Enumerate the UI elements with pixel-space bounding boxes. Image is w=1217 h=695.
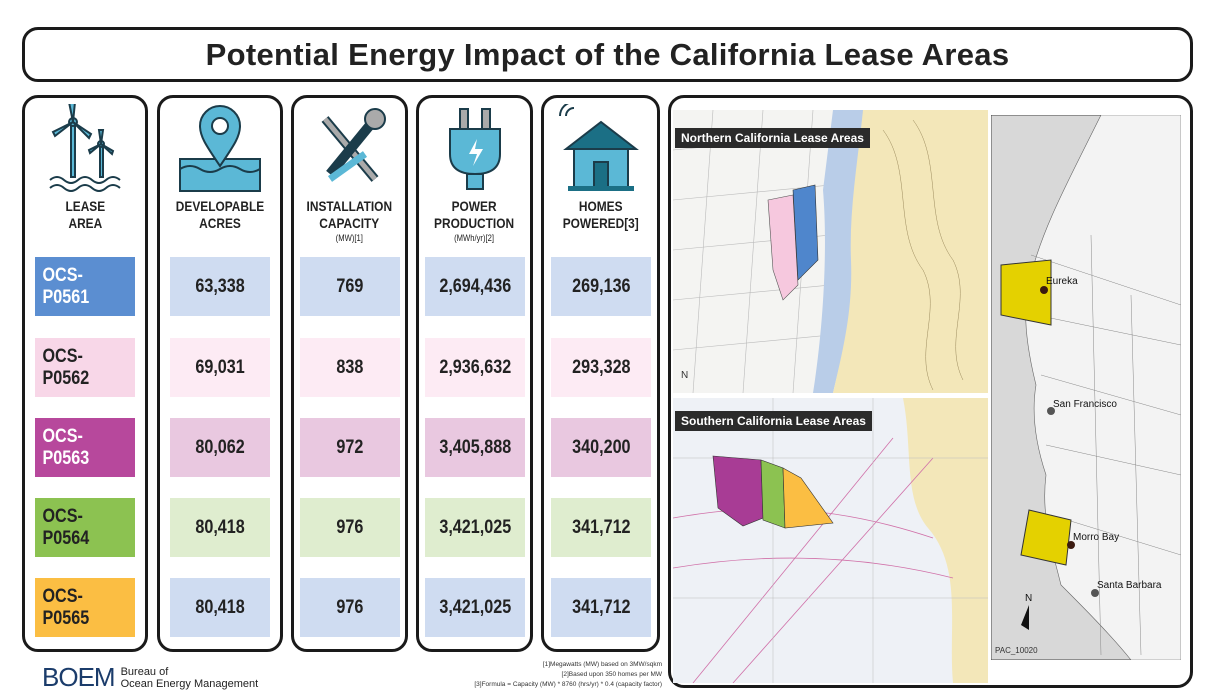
homes-cell: 341,712 <box>551 578 651 637</box>
lease-area-cell: OCS-P0563 <box>35 418 135 477</box>
cell-value: 341,712 <box>571 596 631 618</box>
logo-line: Bureau of <box>120 665 169 678</box>
cell-value: 3,405,888 <box>439 436 511 458</box>
header-line: AREA <box>68 215 102 231</box>
city-label: San Francisco <box>1053 399 1117 410</box>
northern-inset-label: Northern California Lease Areas <box>675 128 870 148</box>
cell-value: OCS-P0565 <box>42 585 90 629</box>
northern-inset-map: N <box>673 110 988 393</box>
production-cell: 2,694,436 <box>425 257 525 316</box>
north-arrow-label: N <box>1025 593 1032 604</box>
wind-turbine-icon <box>25 98 145 198</box>
lease-area-cell: OCS-P0562 <box>35 338 135 397</box>
cell-value: OCS-P0564 <box>42 505 90 549</box>
smart-home-icon <box>544 98 657 198</box>
column-header: POWER PRODUCTION (MWh/yr)[2] <box>434 198 514 258</box>
north-arrow-icon <box>1021 605 1029 630</box>
cell-value: 69,031 <box>195 356 245 378</box>
column-header: LEASE AREA <box>65 198 105 258</box>
cell-value: 293,328 <box>571 356 631 378</box>
lease-area-cell: OCS-P0561 <box>35 257 135 316</box>
cell-value: 80,418 <box>195 596 245 618</box>
cell-value: 3,421,025 <box>439 516 511 538</box>
cell-value: 2,694,436 <box>439 275 511 297</box>
footnote: [1]Megawatts (MW) based on 3MW/sqkm <box>542 661 662 668</box>
city-label: Morro Bay <box>1073 532 1119 543</box>
cell-value: OCS-P0561 <box>42 264 90 308</box>
footnote: [2]Based upon 350 homes per MW <box>561 671 662 678</box>
capacity-cell: 976 <box>300 498 400 557</box>
acres-cell: 80,418 <box>170 498 270 557</box>
cell-value: 976 <box>336 516 364 538</box>
header-line: LEASE <box>65 198 105 214</box>
lease-area-cell: OCS-P0565 <box>35 578 135 637</box>
southern-inset-map <box>673 398 988 683</box>
boem-logo: BOEM Bureau of Ocean Energy Management <box>42 662 258 693</box>
cell-value: 80,062 <box>195 436 245 458</box>
acres-cell: 80,062 <box>170 418 270 477</box>
page-title: Potential Energy Impact of the Californi… <box>22 27 1193 82</box>
capacity-cell: 976 <box>300 578 400 637</box>
homes-cell: 341,712 <box>551 498 651 557</box>
capacity-cell: 769 <box>300 257 400 316</box>
homes-cell: 340,200 <box>551 418 651 477</box>
cell-value: 63,338 <box>195 275 245 297</box>
footnotes: [1]Megawatts (MW) based on 3MW/sqkm [2]B… <box>474 660 662 690</box>
location-water-icon <box>160 98 280 198</box>
header-line: POWER <box>452 198 497 214</box>
city-label: Eureka <box>1046 276 1078 287</box>
production-cell: 3,405,888 <box>425 418 525 477</box>
cell-value: 976 <box>336 596 364 618</box>
header-line: PRODUCTION <box>434 215 515 231</box>
production-cell: 3,421,025 <box>425 578 525 637</box>
acres-cell: 69,031 <box>170 338 270 397</box>
cell-value: 972 <box>336 436 364 458</box>
column-header: HOMES POWERED[3] <box>562 198 638 258</box>
header-unit: (MWh/yr)[2] <box>454 233 495 243</box>
cell-value: OCS-P0563 <box>42 425 90 469</box>
acres-cell: 63,338 <box>170 257 270 316</box>
lease-area-cell: OCS-P0564 <box>35 498 135 557</box>
header-line: INSTALLATION <box>306 198 393 214</box>
tools-icon <box>294 98 405 198</box>
southern-inset-label: Southern California Lease Areas <box>675 411 872 431</box>
header-line: POWERED[3] <box>562 215 639 231</box>
column-header: INSTALLATION CAPACITY (MW)[1] <box>307 198 392 258</box>
cell-value: 769 <box>336 275 364 297</box>
cell-value: 2,936,632 <box>439 356 511 378</box>
logo-line: Ocean Energy Management <box>120 677 259 690</box>
california-overview-map: Eureka San Francisco Morro Bay Santa Bar… <box>991 115 1181 660</box>
homes-cell: 293,328 <box>551 338 651 397</box>
cell-value: 269,136 <box>571 275 631 297</box>
acres-cell: 80,418 <box>170 578 270 637</box>
cell-value: 341,712 <box>571 516 631 538</box>
north-arrow: N <box>681 370 688 381</box>
capacity-cell: 838 <box>300 338 400 397</box>
cell-value: 3,421,025 <box>439 596 511 618</box>
map-panel: N Northern California Lease Areas Southe… <box>668 95 1193 688</box>
cell-value: 80,418 <box>195 516 245 538</box>
header-line: DEVELOPABLE <box>175 198 265 214</box>
production-cell: 3,421,025 <box>425 498 525 557</box>
cell-value: OCS-P0562 <box>42 345 90 389</box>
homes-cell: 269,136 <box>551 257 651 316</box>
footnote: [3]Formula = Capacity (MW) * 8760 (hrs/y… <box>474 681 662 688</box>
cell-value: 340,200 <box>571 436 631 458</box>
map-id: PAC_10020 <box>995 646 1038 655</box>
header-line: ACRES <box>199 215 241 231</box>
header-line: CAPACITY <box>319 215 380 231</box>
plug-icon <box>419 98 530 198</box>
cell-value: 838 <box>336 356 364 378</box>
header-unit: (MW)[1] <box>335 233 364 243</box>
capacity-cell: 972 <box>300 418 400 477</box>
logo-mark: BOEM <box>42 662 116 692</box>
production-cell: 2,936,632 <box>425 338 525 397</box>
header-line: HOMES <box>578 198 623 214</box>
city-label: Santa Barbara <box>1097 580 1162 591</box>
column-header: DEVELOPABLE ACRES <box>176 198 264 258</box>
